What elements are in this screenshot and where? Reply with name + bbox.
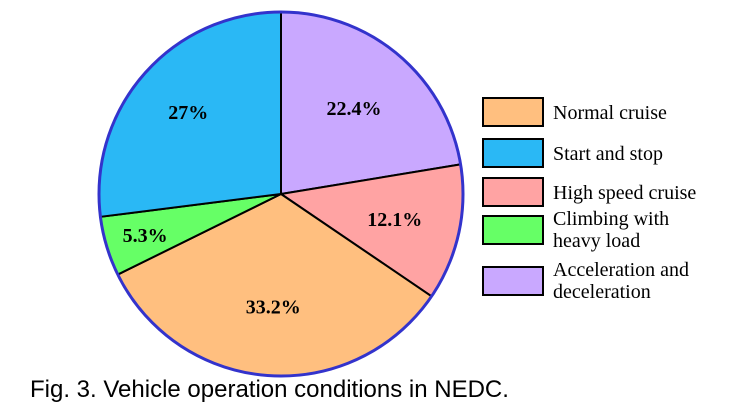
pie-slice-labels: 22.4% 12.1% 33.2% 5.3% 27%	[123, 98, 423, 319]
legend-label: High speed cruise	[553, 182, 696, 204]
pie-slices	[98, 11, 464, 377]
pie-outline	[97, 10, 465, 378]
slice-value-label: 22.4%	[327, 98, 382, 120]
slice-value-label: 5.3%	[123, 225, 168, 247]
legend-swatch	[482, 177, 544, 207]
legend-swatch	[482, 138, 544, 168]
slice-value-label: 33.2%	[246, 297, 301, 319]
slice-value-label: 27%	[168, 102, 208, 124]
legend-swatch	[482, 266, 544, 296]
legend-swatch	[482, 97, 544, 127]
legend-label: Climbing with heavy load	[553, 208, 669, 252]
figure-caption: Fig. 3. Vehicle operation conditions in …	[30, 376, 509, 403]
legend-label: Start and stop	[553, 143, 663, 165]
legend: Normal cruise Start and stop High speed cr…	[482, 97, 696, 303]
legend-label: Acceleration and deceleration	[553, 259, 689, 303]
slice-value-label: 12.1%	[367, 209, 422, 231]
legend-label: Normal cruise	[553, 102, 667, 124]
legend-swatch	[482, 215, 544, 245]
